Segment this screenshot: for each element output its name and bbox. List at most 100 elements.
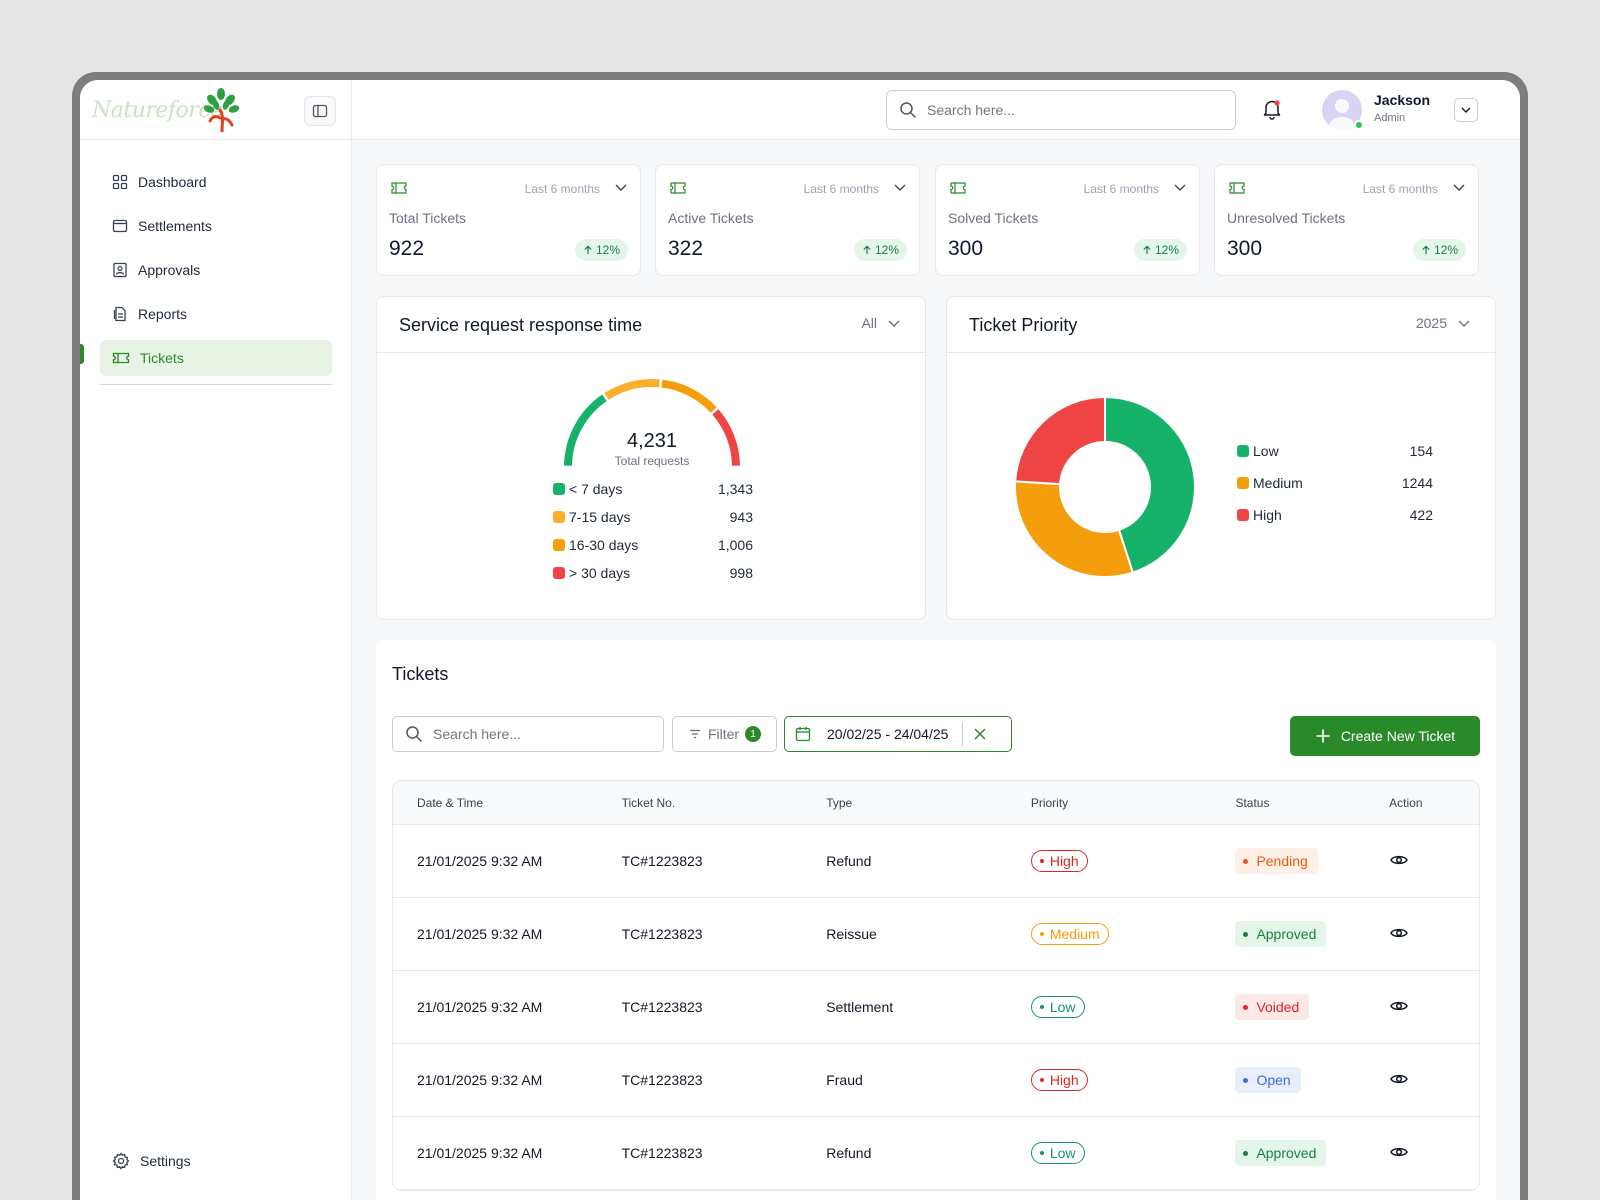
gauge-segment bbox=[564, 394, 607, 466]
priority-label: Low bbox=[1049, 999, 1076, 1015]
change-value: 12% bbox=[874, 243, 899, 257]
grid-icon bbox=[112, 174, 128, 190]
eye-icon[interactable] bbox=[1389, 1142, 1409, 1162]
panel-title: Ticket Priority bbox=[969, 315, 1078, 335]
status-badge: Open bbox=[1235, 1067, 1301, 1093]
global-search-box[interactable] bbox=[886, 90, 1236, 130]
cell-datetime: 21/01/2025 9:32 AM bbox=[417, 926, 543, 942]
sidebar-item-reports[interactable]: Reports bbox=[100, 296, 332, 332]
priority-label: High bbox=[1049, 1072, 1079, 1088]
bell-icon bbox=[1263, 100, 1281, 120]
tree-logo-icon bbox=[203, 88, 240, 132]
chevron-down-icon[interactable] bbox=[893, 180, 907, 194]
wallet-icon bbox=[112, 219, 128, 233]
ticket-search-box[interactable] bbox=[392, 716, 664, 752]
period-select[interactable]: Last 6 months bbox=[524, 182, 600, 196]
sidebar-item-label: Tickets bbox=[140, 350, 184, 366]
change-value: 12% bbox=[595, 243, 620, 257]
stat-value: 300 bbox=[948, 237, 984, 260]
date-range-picker[interactable]: 20/02/25 - 24/04/25 bbox=[784, 716, 1012, 752]
chevron-down-icon[interactable] bbox=[1173, 180, 1187, 194]
date-range-value: 20/02/25 - 24/04/25 bbox=[827, 726, 949, 742]
sidebar-item-approvals[interactable]: Approvals bbox=[100, 252, 332, 288]
settings-label: Settings bbox=[140, 1153, 191, 1169]
status-badge: Approved bbox=[1235, 921, 1327, 947]
ticket-search-input[interactable] bbox=[433, 726, 643, 742]
legend-item: > 30 days bbox=[553, 565, 630, 581]
column-header[interactable]: Priority bbox=[1030, 795, 1069, 810]
status-label: Voided bbox=[1256, 999, 1300, 1015]
global-search-input[interactable] bbox=[927, 102, 1187, 118]
user-menu-button[interactable] bbox=[1454, 98, 1478, 122]
cell-priority: High bbox=[1007, 1069, 1212, 1091]
create-ticket-label: Create New Ticket bbox=[1340, 728, 1456, 744]
legend-swatch bbox=[1237, 477, 1249, 489]
panel-header: Ticket Priority 2025 bbox=[947, 297, 1495, 353]
cell-ticket-no: TC#1223823 bbox=[621, 1145, 703, 1161]
sidebar-item-settings[interactable]: Settings bbox=[112, 1152, 191, 1170]
legend-item: High bbox=[1237, 507, 1282, 523]
sidebar-item-settlements[interactable]: Settlements bbox=[100, 208, 332, 244]
sidebar-toggle-button[interactable] bbox=[304, 96, 336, 126]
eye-icon[interactable] bbox=[1389, 923, 1409, 943]
change-badge: 12% bbox=[853, 239, 907, 261]
cell-ticket-no: TC#1223823 bbox=[621, 926, 703, 942]
ticket-icon bbox=[950, 182, 966, 194]
change-badge: 12% bbox=[1133, 239, 1187, 261]
active-nav-indicator bbox=[80, 344, 84, 364]
chevron-down-icon[interactable] bbox=[1452, 180, 1466, 194]
priority-badge: High bbox=[1030, 1069, 1088, 1091]
legend-swatch bbox=[553, 483, 565, 495]
status-label: Pending bbox=[1256, 853, 1308, 869]
chevron-down-icon bbox=[1461, 107, 1471, 113]
sidebar-item-label: Approvals bbox=[138, 262, 201, 278]
ticket-icon bbox=[670, 182, 686, 194]
column-header[interactable]: Ticket No. bbox=[621, 795, 676, 810]
table-row[interactable]: 21/01/2025 9:32 AM TC#1223823 Settlement Lo… bbox=[393, 971, 1479, 1044]
table-row[interactable]: 21/01/2025 9:32 AM TC#1223823 Reissue Mediu… bbox=[393, 898, 1479, 971]
eye-icon[interactable] bbox=[1389, 996, 1409, 1016]
column-header[interactable]: Date & Time bbox=[417, 795, 484, 810]
priority-label: Low bbox=[1049, 1145, 1076, 1161]
period-select[interactable]: Last 6 months bbox=[1362, 182, 1438, 196]
filter-button[interactable]: Filter 1 bbox=[672, 716, 777, 752]
eye-icon[interactable] bbox=[1389, 850, 1409, 870]
year-filter-select[interactable]: 2025 bbox=[1416, 315, 1471, 331]
notifications-button[interactable] bbox=[1262, 98, 1282, 125]
period-select[interactable]: Last 6 months bbox=[803, 182, 879, 196]
column-header[interactable]: Type bbox=[826, 795, 853, 810]
table-row[interactable]: 21/01/2025 9:32 AM TC#1223823 Refund Low App… bbox=[393, 1117, 1479, 1190]
table-row[interactable]: 21/01/2025 9:32 AM TC#1223823 Fraud High Ope… bbox=[393, 1044, 1479, 1117]
cell-priority: Low bbox=[1007, 996, 1212, 1018]
gauge-segment bbox=[661, 379, 717, 413]
chevron-down-icon[interactable] bbox=[614, 180, 628, 194]
cell-status: Voided bbox=[1211, 994, 1365, 1020]
column-header[interactable]: Status bbox=[1235, 795, 1270, 810]
period-select[interactable]: Last 6 months bbox=[1083, 182, 1159, 196]
sidebar-item-tickets[interactable]: Tickets bbox=[100, 340, 332, 376]
stat-card-active: Last 6 months Active Tickets 322 12% bbox=[655, 164, 920, 276]
create-ticket-button[interactable]: Create New Ticket bbox=[1290, 716, 1480, 756]
table-header: Date & Time Ticket No. Type Priority Sta… bbox=[393, 781, 1479, 825]
change-value: 12% bbox=[1433, 243, 1458, 257]
clear-date-button[interactable] bbox=[973, 727, 987, 741]
donut-slice bbox=[1014, 395, 1106, 486]
response-time-panel: Service request response time All 4,231 … bbox=[376, 296, 926, 620]
table-row[interactable]: 21/01/2025 9:32 AM TC#1223823 Refund High Pe… bbox=[393, 825, 1479, 898]
legend-item: 16-30 days bbox=[553, 537, 638, 553]
legend-label: 16-30 days bbox=[569, 537, 639, 553]
legend-value: 998 bbox=[729, 565, 753, 581]
response-filter-select[interactable]: All bbox=[861, 315, 901, 331]
sidebar-item-dashboard[interactable]: Dashboard bbox=[100, 164, 332, 200]
cell-status: Pending bbox=[1211, 848, 1365, 874]
donut-chart bbox=[1014, 395, 1196, 578]
eye-icon[interactable] bbox=[1389, 1069, 1409, 1089]
cell-type: Refund bbox=[826, 1145, 872, 1161]
brand-logo-text: Natureforce bbox=[92, 98, 223, 123]
gear-icon bbox=[112, 1152, 130, 1170]
stat-label: Total Tickets bbox=[389, 210, 467, 226]
arrow-up-icon bbox=[1143, 245, 1151, 254]
filter-value: 2025 bbox=[1415, 315, 1447, 331]
legend-label: < 7 days bbox=[569, 481, 623, 497]
sidebar-toggle-icon bbox=[312, 104, 328, 118]
